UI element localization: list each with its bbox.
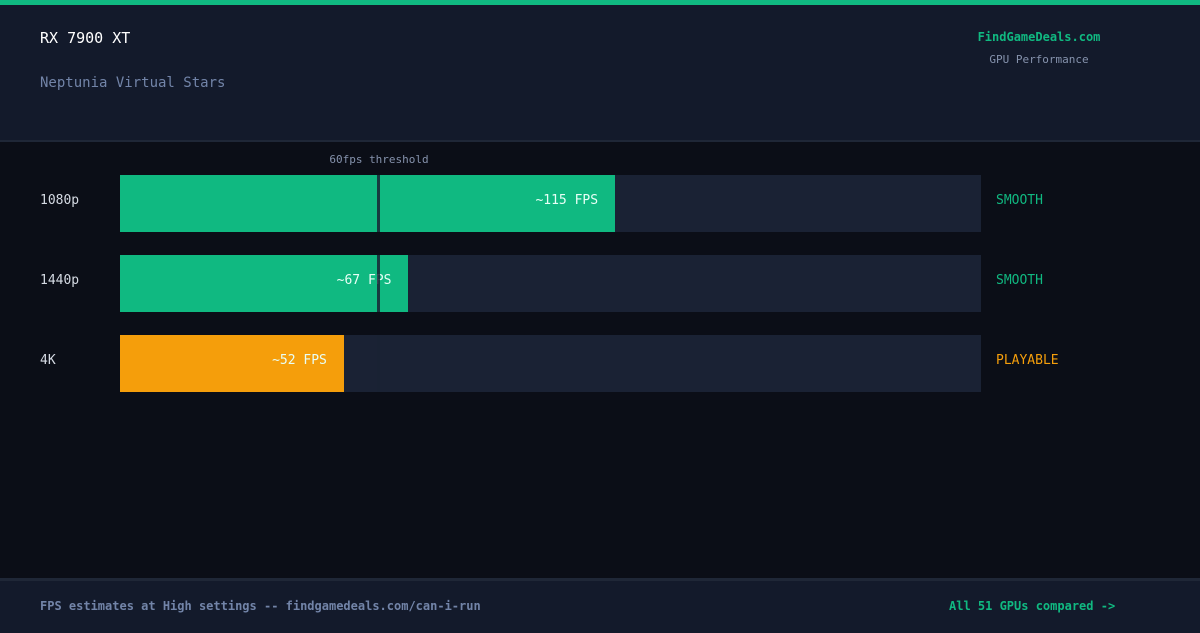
footer-note: FPS estimates at High settings -- findga… <box>40 599 481 613</box>
fps-value-1080p: ~115 FPS <box>535 193 599 208</box>
game-title: Neptunia Virtual Stars <box>40 75 226 91</box>
status-1440p: SMOOTH <box>996 273 1043 288</box>
brand-subtitle: GPU Performance <box>989 53 1089 66</box>
header: RX 7900 XT Neptunia Virtual Stars FindGa… <box>0 5 1200 142</box>
fps-bar-1080p <box>120 175 616 232</box>
fps-value-4k: ~52 FPS <box>272 353 327 368</box>
bar-track-1080p: ~115 FPS <box>120 175 981 232</box>
footer: FPS estimates at High settings -- findga… <box>0 578 1200 633</box>
fps-bar-1440p <box>120 255 409 312</box>
bar-track-4k: ~52 FPS <box>120 335 981 392</box>
threshold-line-4k <box>377 335 381 392</box>
fps-value-1440p: ~67 FPS <box>336 273 392 288</box>
gpu-title: RX 7900 XT <box>40 29 131 47</box>
threshold-line-1080p <box>377 175 381 232</box>
top-accent-bar <box>0 0 1200 5</box>
resolution-label-1080p: 1080p <box>40 193 80 208</box>
fps-bar-4k <box>120 335 344 392</box>
resolution-label-4k: 4K <box>40 353 56 368</box>
brand-name[interactable]: FindGameDeals.com <box>977 30 1101 44</box>
status-1080p: SMOOTH <box>996 193 1043 208</box>
threshold-label: 60fps threshold <box>329 153 429 166</box>
all-gpus-link[interactable]: All 51 GPUs compared -> <box>949 599 1116 613</box>
status-4k: PLAYABLE <box>996 353 1059 368</box>
bar-track-1440p: ~67 FPS <box>120 255 981 312</box>
resolution-label-1440p: 1440p <box>40 273 80 288</box>
threshold-line-1440p <box>377 255 381 312</box>
